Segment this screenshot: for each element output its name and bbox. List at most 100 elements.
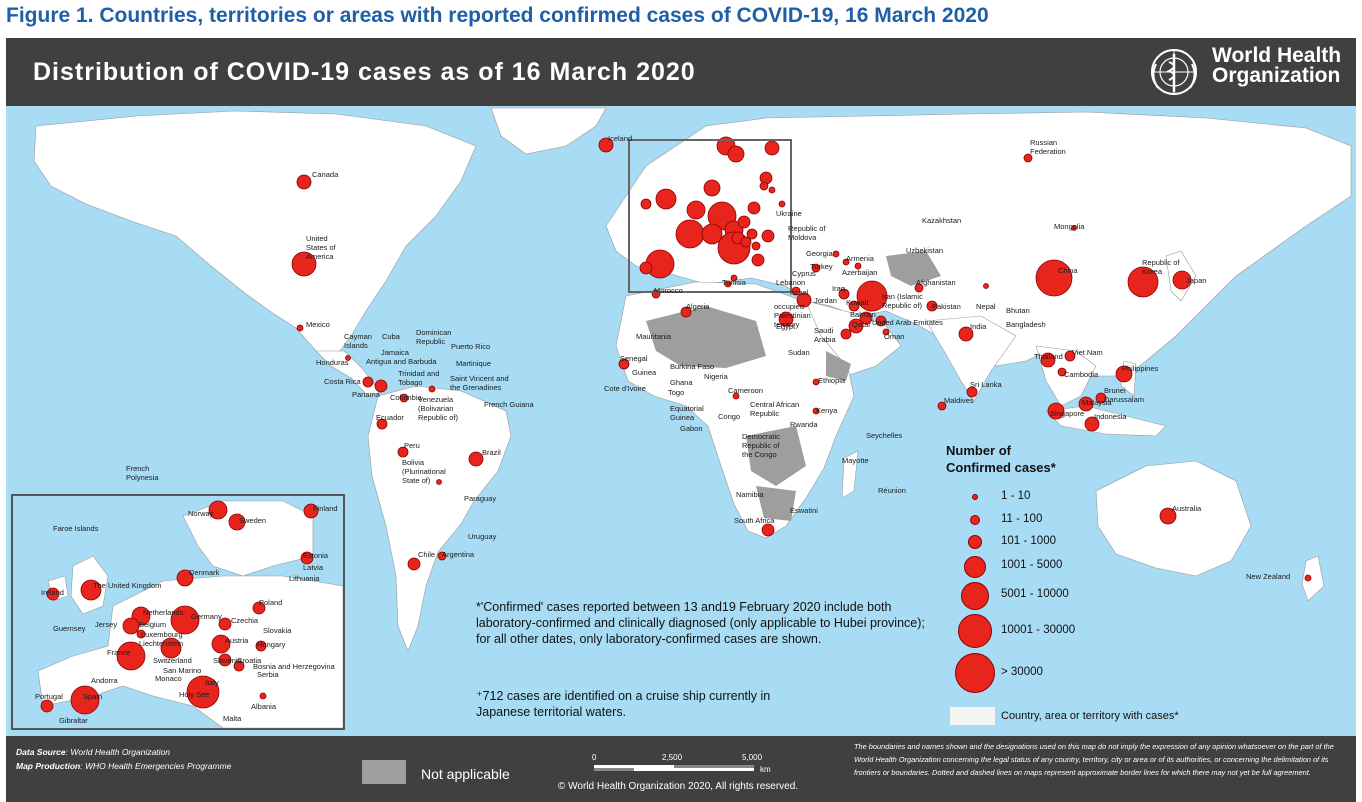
bubble-brazil bbox=[468, 451, 484, 467]
bubble-honduras bbox=[345, 355, 351, 361]
inset-label-slovakia: Slovakia bbox=[263, 626, 292, 635]
inset-label-malta: Malta bbox=[223, 714, 242, 723]
inset-label-spain: Spain bbox=[83, 692, 103, 701]
inset-label-germany: Germany bbox=[191, 612, 222, 621]
label-argentina: Argentina bbox=[442, 550, 475, 559]
label-svg: Saint Vincent and the Grenadines bbox=[450, 374, 509, 392]
label-ukraine: Ukraine bbox=[776, 209, 802, 218]
label-china: China bbox=[1058, 266, 1078, 275]
footer: Data Source: World Health Organization M… bbox=[6, 736, 1356, 802]
label-jamaica: Jamaica bbox=[381, 348, 409, 357]
bubble-ireland bbox=[640, 198, 652, 210]
bubble-cameroon bbox=[732, 392, 740, 400]
label-gabon: Gabon bbox=[680, 424, 703, 433]
data-source-label: Data Source bbox=[16, 747, 66, 757]
madagascar-shape bbox=[841, 450, 859, 499]
label-bangladesh: Bangladesh bbox=[1006, 320, 1046, 329]
label-algeria: Algeria bbox=[686, 302, 710, 311]
new-zealand-shape bbox=[1301, 555, 1325, 602]
label-japan: Japan bbox=[1186, 276, 1207, 285]
inset-bubble-france bbox=[116, 641, 146, 671]
label-rwanda: Rwanda bbox=[790, 420, 818, 429]
inset-label-guernsey: Guernsey bbox=[53, 624, 86, 633]
bubble-mexico bbox=[296, 324, 304, 332]
inset-bubble-poland bbox=[252, 601, 266, 615]
label-indonesia: Indonesia bbox=[1094, 412, 1127, 421]
inset-continent bbox=[37, 575, 343, 728]
bubble-india bbox=[958, 326, 974, 342]
label-bahrain: Bahrain bbox=[850, 310, 876, 319]
label-canada: Canada bbox=[312, 170, 339, 179]
bubble-malta bbox=[730, 274, 738, 282]
disclaimer: The boundaries and names shown and the d… bbox=[854, 742, 1334, 777]
bubble-belarus bbox=[768, 186, 776, 194]
bubble-azerbaijan bbox=[854, 262, 862, 270]
label-senegal: Senegal bbox=[620, 354, 648, 363]
bubble-poland bbox=[747, 201, 761, 215]
inset-label-norway: Norway bbox=[188, 509, 214, 518]
inset-bubble-ireland bbox=[46, 587, 60, 601]
label-philippines: Philippines bbox=[1122, 364, 1159, 373]
bubble-egypt bbox=[778, 311, 794, 327]
inset-label-slovenia: Slovenia bbox=[213, 656, 242, 665]
bubble-switzerland bbox=[701, 223, 723, 245]
bubble-bahrain bbox=[859, 311, 873, 325]
inset-label-jersey: Jersey bbox=[95, 620, 118, 629]
bubble-tunisia bbox=[724, 280, 732, 288]
label-antigua: Antigua and Barbuda bbox=[366, 357, 437, 366]
bubble-ecuador bbox=[376, 418, 388, 430]
legend-label-3: 101 - 1000 bbox=[1001, 535, 1056, 547]
label-australia: Australia bbox=[1172, 504, 1202, 513]
bubble-viet-nam bbox=[1064, 350, 1076, 362]
label-bolivia: Bolivia (Plurinational State of) bbox=[402, 458, 446, 485]
inset-label-holy-see: Holy See bbox=[179, 690, 210, 699]
legend-dot-1 bbox=[972, 494, 978, 500]
inset-bubble-germany bbox=[170, 605, 200, 635]
bubble-usa bbox=[291, 251, 317, 277]
label-namibia: Namibia bbox=[736, 490, 764, 499]
label-burkina: Burkina Faso bbox=[670, 362, 715, 371]
label-thailand: Thailand bbox=[1034, 352, 1063, 361]
label-mauritania: Mauritania bbox=[636, 332, 672, 341]
legend-label-5: 5001 - 10000 bbox=[1001, 588, 1069, 600]
label-seychelles: Seychelles bbox=[866, 431, 903, 440]
bubble-kenya bbox=[812, 407, 820, 415]
label-iran: Iran (Islamic Republic of) bbox=[882, 292, 923, 310]
inset-label-france: France bbox=[107, 648, 131, 657]
label-armenia: Armenia bbox=[846, 254, 874, 263]
scale-label-max: 5,000 bbox=[742, 753, 763, 762]
label-colombia: Colombia bbox=[390, 393, 422, 402]
label-guinea: Guinea bbox=[632, 368, 657, 377]
bubble-ukraine bbox=[778, 200, 786, 208]
bubble-russia bbox=[1023, 153, 1033, 163]
inset-label-bosnia: Bosnia and Herzegovina bbox=[253, 662, 335, 671]
data-source-line: Data Source: World Health Organization bbox=[16, 745, 231, 759]
label-pakistan: Pakistan bbox=[932, 302, 961, 311]
scale-unit: km bbox=[760, 765, 771, 774]
inset-bubble-albania bbox=[259, 692, 267, 700]
inset-label-netherlands: Netherlands bbox=[143, 608, 184, 617]
map-production-value: : WHO Health Emergencies Programme bbox=[80, 761, 232, 771]
legend-label-2: 11 - 100 bbox=[1001, 513, 1043, 525]
label-cameroon: Cameroon bbox=[728, 386, 764, 395]
inset-bubble-italy bbox=[186, 675, 220, 709]
label-israel: Israel bbox=[790, 288, 809, 297]
label-congo: Congo bbox=[718, 412, 741, 421]
bubble-canada bbox=[296, 174, 312, 190]
label-uae: United Arab Emirates bbox=[872, 318, 943, 327]
inset-label-andorra: Andorra bbox=[91, 676, 118, 685]
greenland-shape bbox=[490, 107, 607, 155]
inset-label-latvia: Latvia bbox=[303, 563, 324, 572]
bubble-afghanistan bbox=[914, 283, 924, 293]
label-eq-guinea: Equatorial Guinea bbox=[670, 404, 704, 422]
label-uzbekistan: Uzbekistan bbox=[906, 246, 944, 255]
inset-label-austria: Austria bbox=[225, 636, 249, 645]
who-name-line2: Organization bbox=[1212, 64, 1341, 87]
not-applicable-central bbox=[746, 426, 806, 486]
bubble-indonesia bbox=[1084, 416, 1100, 432]
label-nepal: Nepal bbox=[976, 302, 996, 311]
bubble-hungary bbox=[746, 228, 758, 240]
label-reunion: Réunion bbox=[878, 486, 906, 495]
with-cases-label: Country, area or territory with cases* bbox=[1001, 710, 1179, 722]
inset-label-ireland: Ireland bbox=[41, 588, 64, 597]
